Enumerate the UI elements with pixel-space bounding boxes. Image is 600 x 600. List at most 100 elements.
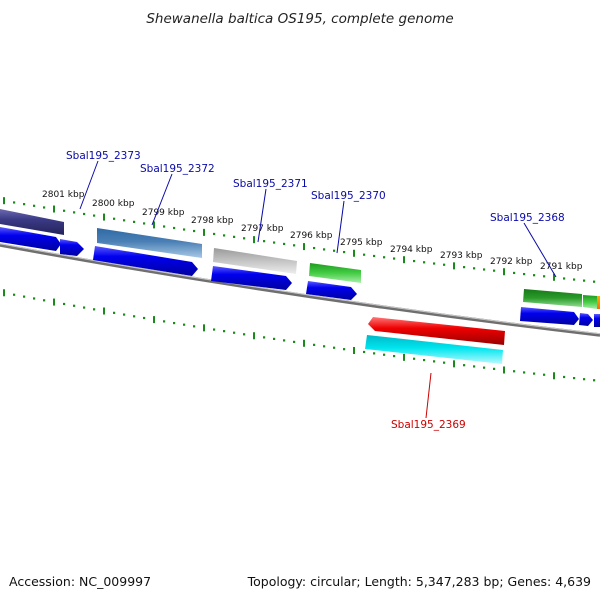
gene-feature-Sbal195_2368[interactable] (520, 289, 600, 327)
ruler-minor-tick (183, 228, 186, 231)
kbp-label: 2799 kbp (142, 208, 185, 218)
gene-label-Sbal195_2372[interactable]: Sbal195_2372 (140, 163, 215, 175)
cds-arrow[interactable] (306, 281, 357, 300)
ruler-major-tick (203, 228, 205, 236)
cds-arrow[interactable] (0, 227, 61, 251)
ruler-minor-tick (273, 241, 276, 244)
ruler-major-tick (453, 262, 455, 270)
ruler-minor-tick (523, 371, 526, 374)
ruler-minor-tick (283, 242, 286, 246)
gene-label-Sbal195_2373[interactable]: Sbal195_2373 (66, 150, 141, 162)
ruler-minor-tick (593, 379, 596, 382)
gene-bar[interactable] (213, 248, 297, 274)
ruler-minor-tick (113, 217, 116, 220)
gene-bar[interactable] (309, 263, 361, 283)
leader-line (79, 160, 99, 210)
ruler-minor-tick (413, 357, 416, 360)
ruler-major-tick (53, 298, 55, 306)
genome-summary-text: Topology: circular; Length: 5,347,283 bp… (247, 574, 591, 589)
ruler-minor-tick (283, 339, 286, 342)
ruler-minor-tick (573, 376, 576, 380)
kbp-label: 2800 kbp (92, 199, 135, 209)
ruler-minor-tick (383, 353, 386, 356)
ruler-minor-tick (163, 320, 166, 323)
cds-arrow[interactable] (211, 266, 292, 290)
ruler-minor-tick (233, 331, 236, 334)
cds-arrow[interactable] (520, 307, 579, 325)
ruler-minor-tick (243, 237, 246, 240)
ruler-minor-tick (473, 365, 476, 368)
ruler-minor-tick (533, 274, 536, 277)
cds-bar[interactable] (365, 335, 503, 364)
ruler-minor-tick (483, 268, 486, 271)
ruler-minor-tick (563, 375, 566, 379)
gene-label-leaders (79, 160, 557, 419)
gene-label-Sbal195_2369[interactable]: Sbal195_2369 (391, 419, 466, 431)
ruler-minor-tick (33, 297, 36, 300)
ruler-minor-tick (543, 275, 546, 278)
gene-bar[interactable] (583, 295, 597, 309)
gene-label-Sbal195_2370[interactable]: Sbal195_2370 (311, 190, 386, 202)
ruler-minor-tick (133, 315, 136, 318)
ruler-minor-tick (263, 240, 266, 243)
ruler-minor-tick (443, 263, 446, 266)
ruler-major-tick (553, 372, 555, 380)
cds-arrow[interactable] (579, 313, 593, 326)
ruler-minor-tick (373, 254, 376, 258)
leader-line (425, 372, 432, 419)
ruler-minor-tick (33, 204, 36, 207)
kbp-label: 2794 kbp (390, 245, 433, 255)
cds-arrow[interactable] (594, 314, 600, 327)
ruler-minor-tick (183, 323, 186, 326)
kbp-label: 2798 kbp (191, 216, 234, 226)
ruler-minor-tick (213, 232, 216, 236)
gene-bar[interactable] (0, 209, 64, 235)
kbp-label: 2796 kbp (290, 231, 333, 241)
gene-label-Sbal195_2371[interactable]: Sbal195_2371 (233, 178, 308, 190)
ruler-major-tick (253, 236, 255, 244)
ruler-minor-tick (433, 360, 436, 363)
ruler-minor-tick (463, 364, 466, 367)
ruler-minor-tick (13, 293, 16, 296)
gene-feature-Sbal195_2372[interactable] (93, 228, 202, 276)
ruler-minor-tick (333, 346, 336, 349)
cds-arrow[interactable] (60, 239, 84, 256)
ruler-minor-tick (123, 219, 126, 222)
ruler-minor-tick (593, 280, 596, 283)
ruler-minor-tick (383, 256, 386, 259)
ruler-minor-tick (163, 225, 166, 228)
ruler-minor-tick (173, 321, 176, 325)
ruler-minor-tick (423, 261, 426, 264)
ruler-minor-tick (143, 222, 146, 225)
gene-bar[interactable] (523, 289, 582, 307)
genome-backbone (0, 243, 600, 337)
ruler-major-tick (253, 332, 255, 340)
ruler-minor-tick (223, 234, 226, 237)
gene-feature-Sbal195_2370[interactable] (306, 263, 361, 300)
kbp-scale-labels: 2801 kbp 2800 kbp 2799 kbp 2798 kbp 2797… (42, 190, 583, 272)
genome-title: Shewanella baltica OS195, complete genom… (146, 11, 453, 27)
ruler-minor-tick (423, 358, 426, 362)
ruler-minor-tick (13, 201, 16, 204)
kbp-scale-ruler-lower (3, 289, 596, 382)
kbp-label: 2791 kbp (540, 262, 583, 272)
ruler-minor-tick (293, 244, 296, 247)
ruler-minor-tick (313, 343, 316, 346)
kbp-label: 2797 kbp (241, 224, 284, 234)
gene-bar[interactable] (368, 317, 505, 345)
gene-bar[interactable] (597, 296, 600, 309)
ruler-minor-tick (473, 267, 476, 270)
kbp-scale-ruler-upper (3, 197, 596, 283)
ruler-major-tick (553, 273, 555, 281)
gene-feature-Sbal195_2369[interactable] (365, 317, 505, 364)
gene-bar[interactable] (97, 228, 202, 258)
gene-feature-Sbal195_2371[interactable] (211, 248, 297, 290)
cds-arrow[interactable] (93, 246, 198, 276)
ruler-minor-tick (213, 328, 216, 331)
ruler-minor-tick (363, 350, 366, 354)
ruler-minor-tick (193, 325, 196, 328)
ruler-major-tick (303, 243, 305, 251)
gene-label-Sbal195_2368[interactable]: Sbal195_2368 (490, 212, 565, 224)
gene-feature-Sbal195_2373[interactable] (0, 209, 84, 256)
ruler-minor-tick (513, 271, 516, 275)
